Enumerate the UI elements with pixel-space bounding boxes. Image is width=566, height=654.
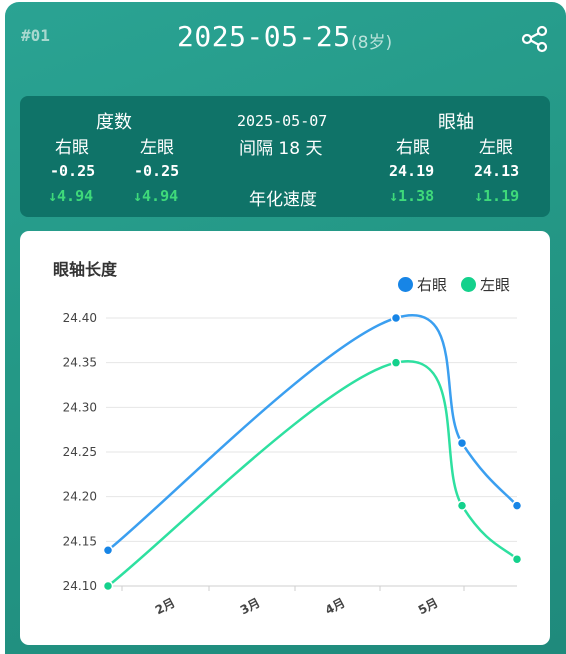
- axial-right-label: 右眼: [396, 138, 430, 158]
- data-point-0: [511, 500, 523, 511]
- legend-marker-right: [398, 277, 413, 292]
- legend-item-right-eye[interactable]: 右眼: [398, 274, 447, 295]
- axial-left-value: 24.13: [474, 162, 520, 180]
- data-point-1: [511, 553, 523, 565]
- data-point-0: [390, 312, 402, 324]
- diopter-left-label: 左眼: [140, 138, 174, 158]
- interval-days: 间隔 18 天: [239, 139, 323, 159]
- x-tick-label: 2月: [153, 596, 178, 618]
- axial-left-change: ↓1.19: [474, 187, 520, 205]
- data-point-1: [102, 580, 114, 592]
- record-index: #01: [21, 26, 50, 45]
- axial-right-change: ↓1.38: [389, 187, 435, 205]
- legend-item-left-eye[interactable]: 左眼: [461, 274, 510, 295]
- data-point-0: [456, 437, 468, 449]
- axial-title: 眼轴: [438, 112, 474, 133]
- series-line-1: [107, 359, 518, 587]
- diopter-left-value: -0.25: [134, 162, 180, 180]
- y-tick-label: 24.20: [63, 490, 97, 504]
- legend-label-right: 右眼: [417, 276, 448, 294]
- exam-date: 2025-05-25: [177, 20, 351, 53]
- y-tick-label: 24.25: [63, 445, 97, 459]
- x-tick-label: 5月: [416, 596, 441, 618]
- x-tick-label: 3月: [238, 596, 263, 618]
- summary-panel: 度数 右眼 左眼 -0.25 -0.25 ↓4.94 ↓4.94 2025-05…: [20, 96, 550, 217]
- axial-left-label: 左眼: [479, 138, 513, 158]
- chart-title: 眼轴长度: [53, 260, 118, 279]
- x-tick-label: 4月: [323, 596, 348, 618]
- previous-exam-date: 2025-05-07: [237, 112, 328, 130]
- age-label: (8岁): [351, 33, 393, 53]
- annual-speed-label: 年化速度: [249, 190, 317, 210]
- share-icon[interactable]: [520, 24, 550, 54]
- data-point-1: [456, 500, 468, 511]
- diopter-title: 度数: [96, 112, 132, 133]
- diopter-right-value: -0.25: [50, 162, 96, 180]
- legend-label-left: 左眼: [480, 276, 511, 294]
- y-tick-label: 24.40: [63, 311, 97, 325]
- axial-length-line-chart: 24.40 24.35 24.30 24.25 24.20 24.15 24.10 2月 3月 4…: [63, 311, 523, 618]
- diopter-right-label: 右眼: [55, 138, 89, 158]
- diopter-right-change: ↓4.94: [48, 187, 94, 205]
- axial-length-chart-card: 眼轴长度 右眼 左眼 24.40 24.35 24.30 24.25 24.20 24.1…: [20, 231, 550, 645]
- y-tick-label: 24.30: [63, 400, 97, 414]
- data-point-0: [102, 545, 114, 556]
- series-line-0: [107, 314, 518, 552]
- legend-marker-left: [461, 277, 476, 292]
- y-tick-label: 24.10: [63, 579, 97, 593]
- y-tick-label: 24.35: [63, 356, 97, 370]
- axial-right-value: 24.19: [389, 162, 435, 180]
- diopter-left-change: ↓4.94: [133, 187, 179, 205]
- y-tick-label: 24.15: [63, 534, 97, 548]
- data-point-1: [390, 357, 402, 368]
